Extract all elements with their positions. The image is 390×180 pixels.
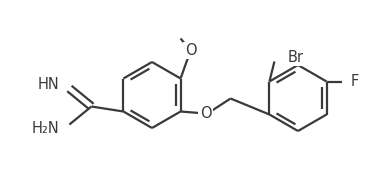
Text: Br: Br bbox=[287, 50, 303, 65]
Text: HN: HN bbox=[38, 77, 59, 92]
Text: O: O bbox=[185, 43, 197, 58]
Text: O: O bbox=[200, 106, 211, 121]
Text: H₂N: H₂N bbox=[32, 121, 59, 136]
Text: F: F bbox=[351, 74, 359, 89]
